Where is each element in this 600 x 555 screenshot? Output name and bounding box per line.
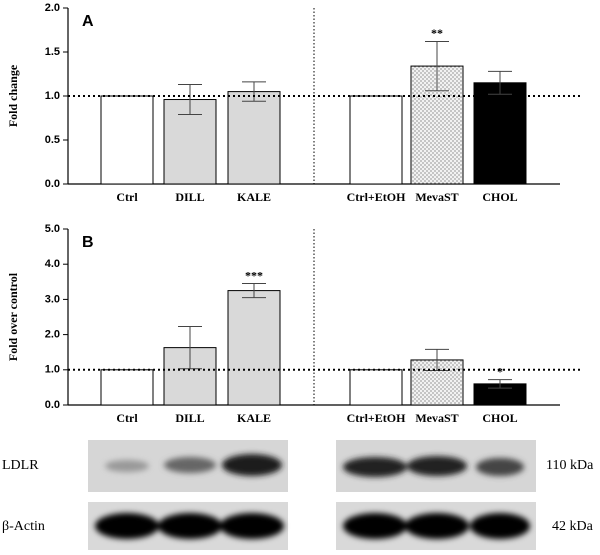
x-tick-label: Ctrl (116, 190, 138, 204)
x-tick-label: MevaST (415, 190, 458, 204)
significance: *** (245, 268, 263, 282)
error-bar (242, 81, 266, 102)
panel-label: B (82, 234, 94, 251)
error-bar (488, 379, 512, 389)
blot-size: 110 kDa (546, 458, 594, 473)
band (343, 457, 407, 477)
y-tick-label: 2.0 (45, 329, 60, 341)
band (405, 513, 469, 539)
error-bar (425, 40, 449, 92)
panel-label: A (82, 13, 94, 30)
y-axis-title: Fold change (6, 64, 20, 127)
bar (227, 91, 281, 185)
y-tick-label: 5.0 (45, 223, 60, 235)
x-tick-label: Ctrl+EtOH (347, 190, 406, 204)
y-tick-label: 4.0 (45, 258, 60, 270)
bar (227, 290, 281, 406)
band (470, 513, 530, 539)
y-tick-label: 0.0 (45, 399, 60, 411)
x-tick-label: Ctrl (116, 411, 138, 425)
band (95, 513, 159, 539)
x-tick-label: CHOL (482, 190, 517, 204)
y-tick-label: 1.0 (45, 90, 60, 102)
error-bar (178, 326, 202, 370)
band (407, 456, 467, 476)
y-tick-label: 0.0 (45, 178, 60, 190)
bar (349, 95, 403, 185)
y-tick-label: 0.5 (45, 134, 60, 146)
blot: LDLR 110 kDa β-Actin 42 kDa (2, 440, 594, 550)
blot-label: β-Actin (2, 519, 45, 534)
band (105, 460, 149, 472)
band (158, 513, 222, 539)
y-tick-label: 3.0 (45, 293, 60, 305)
y-tick-label: 2.0 (45, 2, 60, 14)
x-tick-label: DILL (175, 190, 204, 204)
x-tick-label: DILL (175, 411, 204, 425)
x-tick-label: MevaST (415, 411, 458, 425)
band (343, 513, 407, 539)
significance: ** (431, 26, 443, 40)
error-bar (242, 283, 266, 299)
y-axis-title: Fold over control (6, 272, 20, 361)
y-tick-label: 1.5 (45, 46, 60, 58)
error-bar (488, 70, 512, 95)
x-tick-label: Ctrl+EtOH (347, 411, 406, 425)
band (164, 457, 216, 473)
bar (473, 82, 527, 185)
band (476, 458, 524, 476)
band (222, 454, 282, 476)
significance: * (497, 364, 503, 378)
blot-size: 42 kDa (552, 519, 594, 534)
band (220, 513, 284, 539)
blot-label: LDLR (2, 458, 39, 473)
bar (100, 369, 154, 406)
y-tick-label: 1.0 (45, 364, 60, 376)
x-tick-label: CHOL (482, 411, 517, 425)
bar (100, 95, 154, 185)
error-bar (178, 84, 202, 115)
bar (349, 369, 403, 406)
x-tick-label: KALE (237, 411, 271, 425)
x-tick-label: KALE (237, 190, 271, 204)
